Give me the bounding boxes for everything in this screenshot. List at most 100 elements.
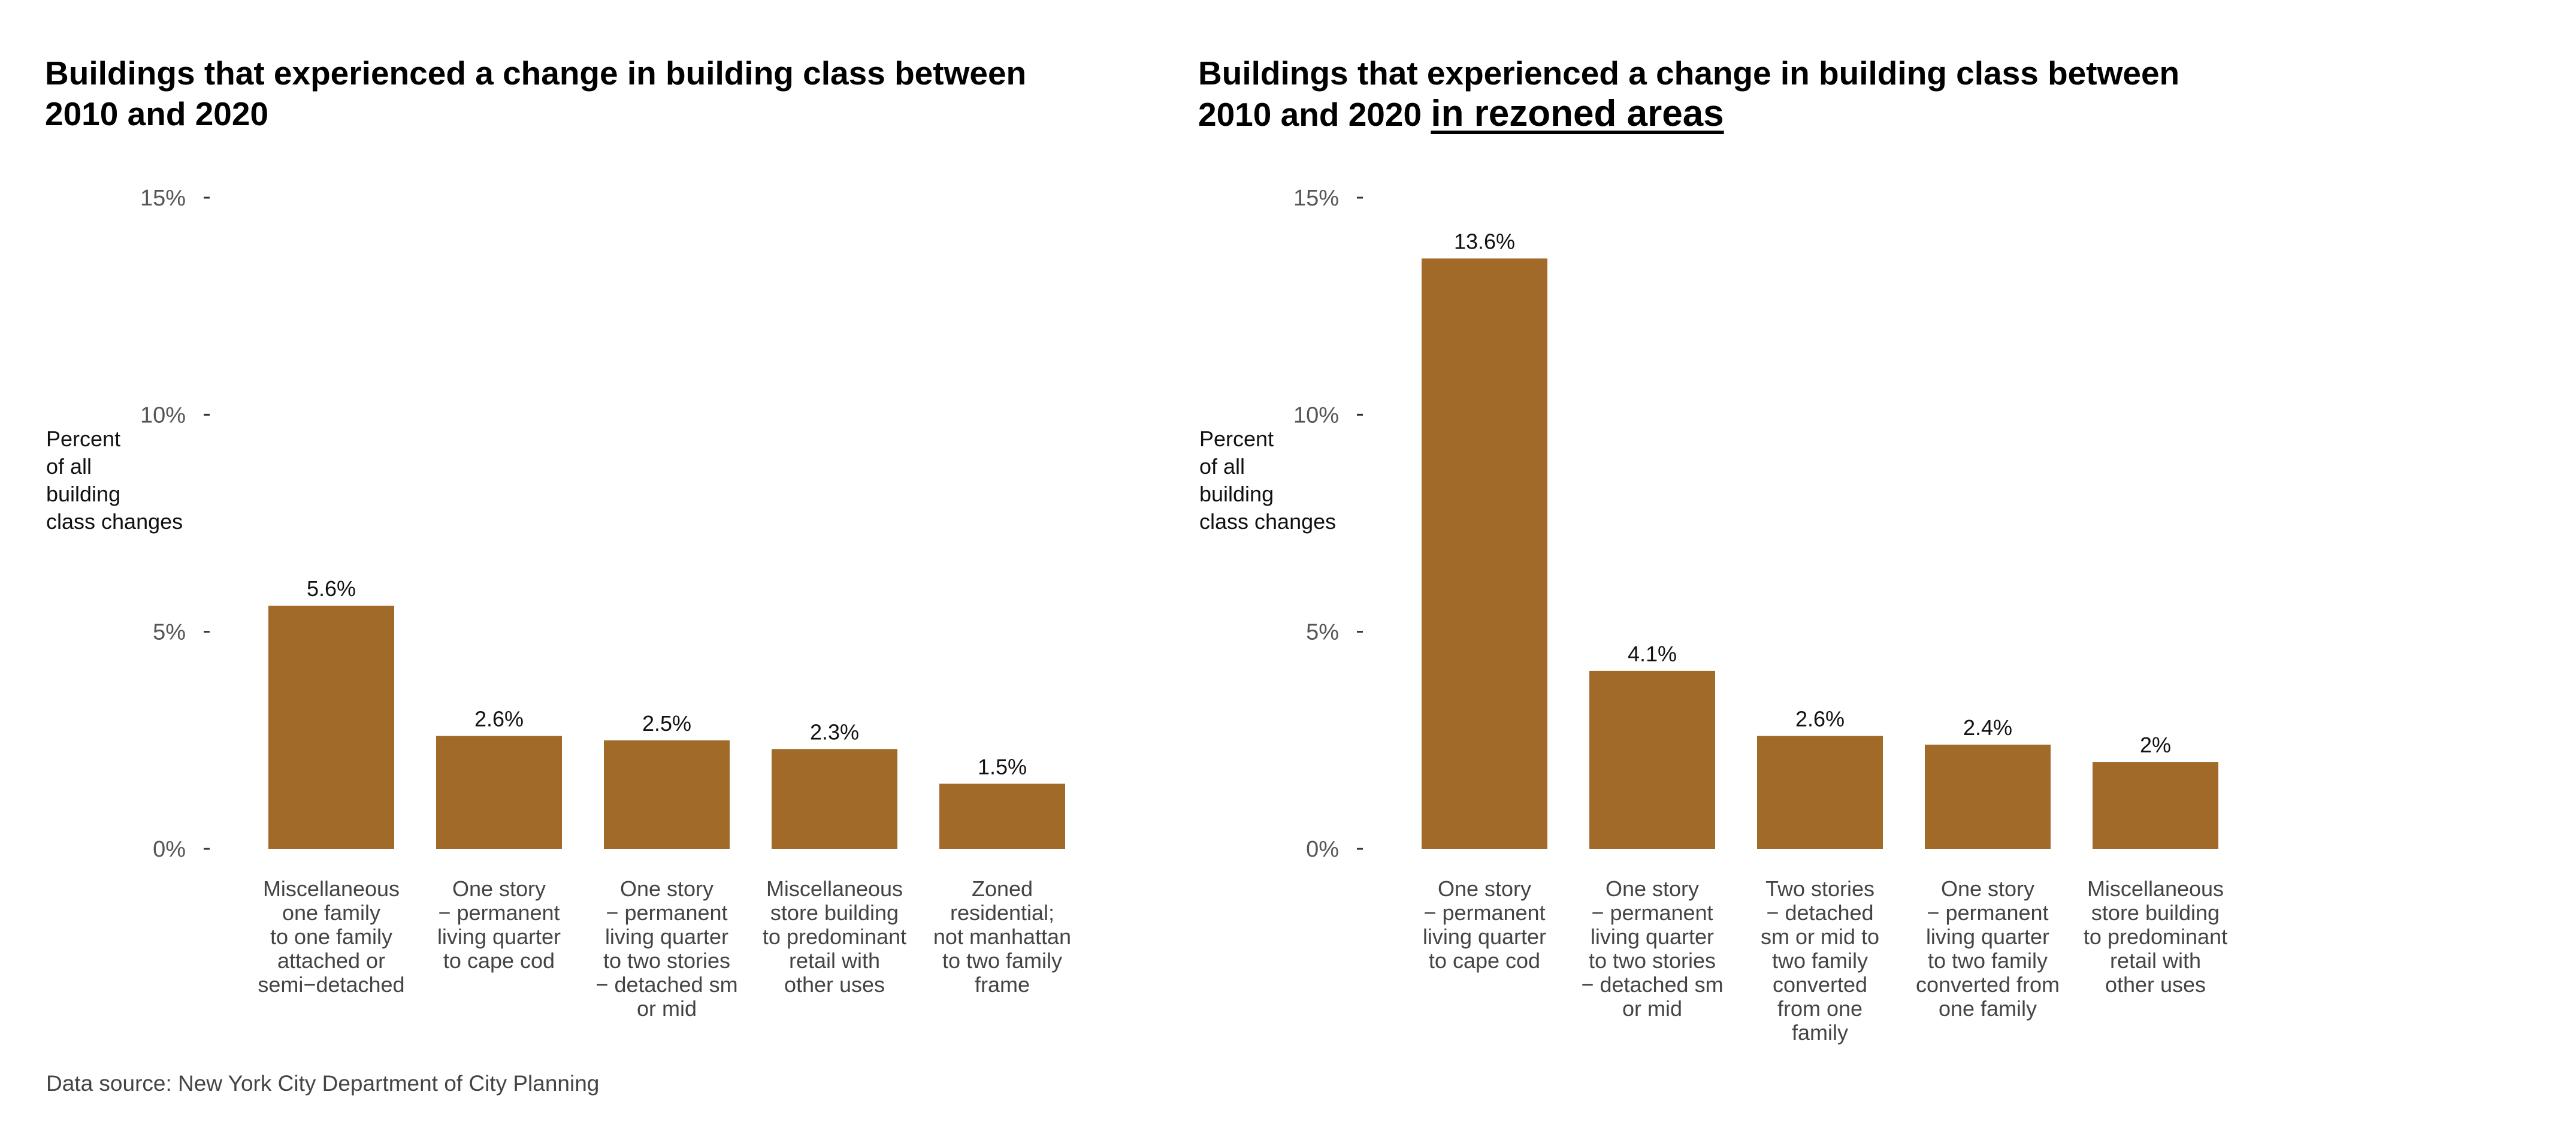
category-label-line: retail with — [789, 948, 880, 973]
y-axis-label-line: class changes — [1199, 509, 1337, 534]
category-label-line: living quarter — [1423, 924, 1546, 949]
bar — [1757, 736, 1883, 849]
category-label-line: one family — [1939, 996, 2037, 1021]
bar-value-label: 4.1% — [1628, 642, 1677, 666]
bar-value-label: 13.6% — [1454, 229, 1515, 253]
category-label: One story − permanent living quarter to two… — [1581, 876, 1723, 1021]
category-label: Miscellaneous store building to predominan… — [763, 876, 906, 997]
bar-value-label: 1.5% — [978, 754, 1027, 779]
bar — [436, 736, 562, 849]
chart-panel-left: Buildings that experienced a change in b… — [45, 53, 1071, 1021]
bar-value-label: 2% — [2140, 733, 2171, 757]
bar — [268, 606, 394, 849]
category-label-line: residential; — [950, 900, 1054, 925]
category-label-line: to two stories — [603, 948, 730, 973]
category-label-line: Zoned — [972, 876, 1033, 901]
category-label-line: − permanent — [438, 900, 560, 925]
y-axis-label-line: of all — [46, 454, 92, 479]
category-label-line: from one — [1777, 996, 1863, 1021]
y-tick-label: 0% — [153, 837, 186, 862]
category-label-line: family — [1792, 1020, 1848, 1045]
category-label-line: to two family — [1928, 948, 2048, 973]
bar-chart-plot: 0%5%10%15%5.6%Miscellaneous one family to … — [140, 186, 1071, 1021]
y-axis-label-line: Percent — [1199, 427, 1274, 451]
y-axis-label-line: class changes — [46, 509, 183, 534]
bar-value-label: 2.5% — [642, 711, 691, 736]
category-label-line: two family — [1772, 948, 1868, 973]
category-label-line: living quarter — [1926, 924, 2049, 949]
category-label-line: not manhattan — [933, 924, 1071, 949]
y-axis-label-line: Percent — [46, 427, 121, 451]
chart-title-emphasis: in rezoned areas — [1431, 93, 1724, 134]
y-tick-label: 0% — [1306, 837, 1339, 862]
y-tick-label: 5% — [153, 620, 186, 645]
category-label: Zoned residential; not manhattan to two fam… — [933, 876, 1071, 997]
category-label-line: One story — [452, 876, 546, 901]
category-label-line: frame — [975, 972, 1030, 997]
y-axis-label-line: building — [46, 482, 121, 506]
bar-value-label: 2.4% — [1963, 715, 2012, 740]
category-label-line: − detached sm — [595, 972, 737, 997]
bar — [604, 740, 730, 849]
category-label-line: to predominant — [2084, 924, 2227, 949]
category-label: One story − permanent living quarter to two… — [595, 876, 737, 1021]
y-axis-label: Percent of all building class changes — [1199, 425, 1391, 536]
chart-panel-right: Buildings that experienced a change in b… — [1153, 0, 2441, 1131]
y-axis-label-line: building — [1199, 482, 1274, 506]
category-label: One story − permanent living quarter to cap… — [1423, 876, 1546, 973]
category-label-line: One story — [1438, 876, 1531, 901]
chart-title: Buildings that experienced a change in b… — [45, 53, 1063, 134]
category-label-line: Miscellaneous — [263, 876, 400, 901]
category-label-line: Miscellaneous — [2087, 876, 2224, 901]
category-label-line: attached or — [277, 948, 385, 973]
y-axis-label-line: of all — [1199, 454, 1245, 479]
category-label-line: store building — [2091, 900, 2220, 925]
category-label-line: converted — [1773, 972, 1867, 997]
bar — [1925, 745, 2051, 849]
category-label-line: One story — [1941, 876, 2034, 901]
category-label-line: other uses — [784, 972, 885, 997]
bar — [1422, 258, 1547, 849]
category-label-line: One story — [620, 876, 713, 901]
chart-title: Buildings that experienced a change in b… — [1198, 53, 2217, 135]
category-label-line: Two stories — [1765, 876, 1874, 901]
y-tick-label: 15% — [1293, 186, 1339, 211]
bar-chart-plot: 0%5%10%15%13.6%One story − permanent livin… — [1293, 186, 2227, 1045]
chart-title-text: Buildings that experienced a change in b… — [1198, 55, 2180, 133]
bar-value-label: 2.3% — [810, 719, 859, 744]
bar — [2093, 762, 2218, 849]
category-label-line: − permanent — [1927, 900, 2048, 925]
category-label: Two stories − detached sm or mid to two fam… — [1761, 876, 1879, 1045]
category-label-line: converted from — [1916, 972, 2060, 997]
y-tick-label: 5% — [1306, 620, 1339, 645]
category-label-line: One story — [1606, 876, 1699, 901]
category-label-line: Miscellaneous — [766, 876, 903, 901]
category-label-line: to cape cod — [443, 948, 555, 973]
category-label-line: to cape cod — [1429, 948, 1540, 973]
category-label: Miscellaneous store building to predominan… — [2084, 876, 2227, 997]
category-label-line: − permanent — [1591, 900, 1713, 925]
bar-value-label: 2.6% — [1795, 707, 1845, 731]
y-tick-label: 10% — [1293, 403, 1339, 428]
bar — [772, 749, 897, 849]
category-label-line: to one family — [270, 924, 392, 949]
category-label-line: or mid — [637, 996, 697, 1021]
category-label: One story − permanent living quarter to cap… — [437, 876, 561, 973]
category-label-line: semi−detached — [258, 972, 404, 997]
bar-value-label: 5.6% — [307, 576, 356, 601]
category-label-line: to two stories — [1589, 948, 1716, 973]
y-axis-label: Percent of all building class changes — [46, 425, 238, 536]
chart-title-text: Buildings that experienced a change in b… — [45, 55, 1027, 132]
category-label-line: store building — [770, 900, 899, 925]
category-label-line: to predominant — [763, 924, 906, 949]
bar — [1589, 670, 1715, 849]
y-tick-label: 15% — [140, 186, 186, 211]
category-label-line: or mid — [1622, 996, 1682, 1021]
category-label-line: to two family — [942, 948, 1062, 973]
category-label-line: living quarter — [605, 924, 728, 949]
category-label: One story − permanent living quarter to two… — [1916, 876, 2060, 1021]
category-label-line: − permanent — [1423, 900, 1545, 925]
category-label-line: − permanent — [606, 900, 727, 925]
category-label-line: − detached — [1766, 900, 1873, 925]
category-label-line: − detached sm — [1581, 972, 1723, 997]
